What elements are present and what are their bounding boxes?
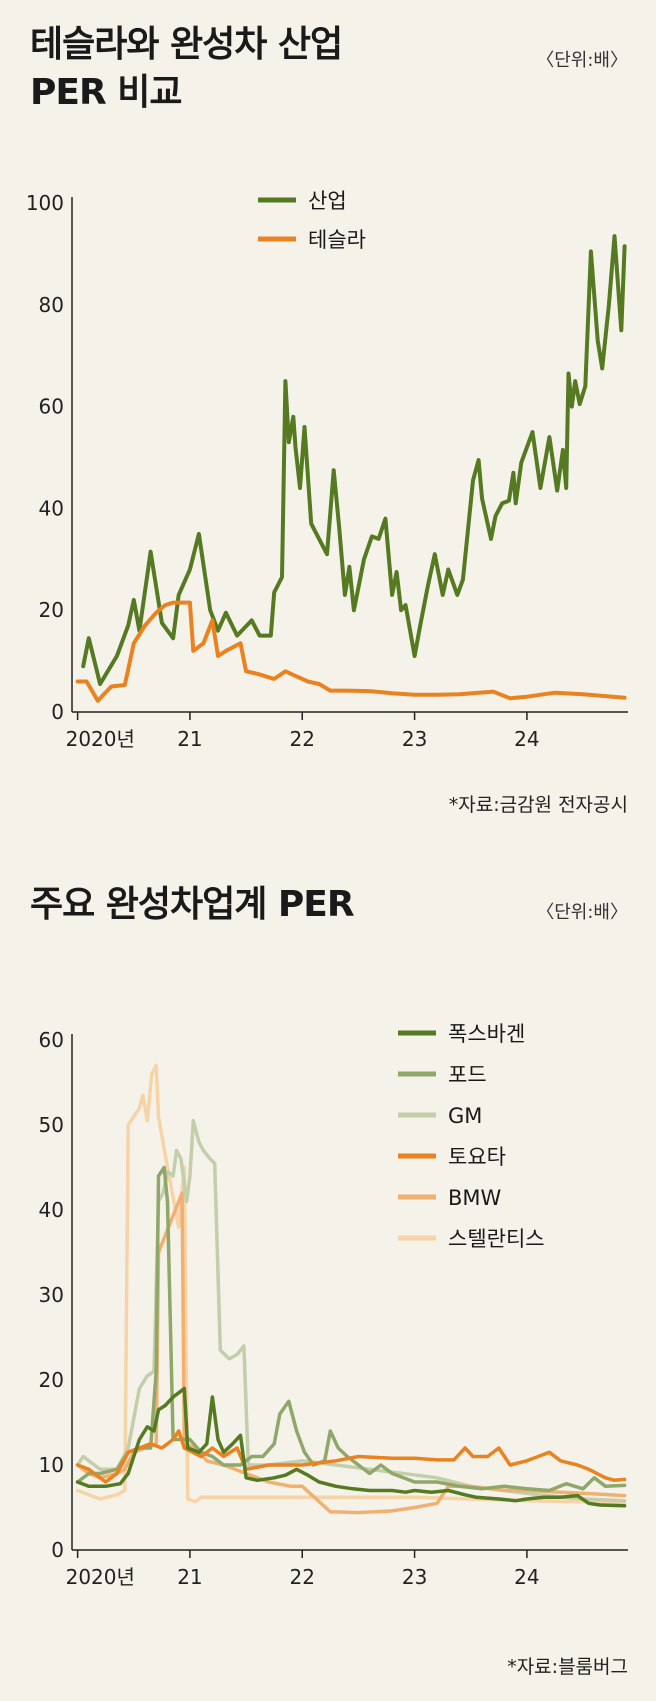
- y-tick-label: 40: [39, 496, 64, 520]
- x-tick-label: 23: [402, 727, 427, 751]
- chart2-title: 주요 완성차업계 PER: [30, 884, 355, 925]
- x-tick-label: 21: [177, 727, 202, 751]
- x-tick-label: 24: [514, 1565, 539, 1589]
- series-line-stellantis: [75, 1063, 627, 1506]
- series-line-ford: [75, 1165, 627, 1493]
- y-tick-label: 10: [39, 1453, 64, 1477]
- y-tick-label: 100: [26, 191, 64, 215]
- y-tick-label: 0: [51, 1538, 64, 1562]
- x-tick-label: 2020년: [66, 727, 135, 751]
- x-tick-label: 23: [402, 1565, 427, 1589]
- y-tick-label: 80: [39, 293, 64, 317]
- y-tick-label: 20: [39, 1368, 64, 1392]
- x-tick-label: 22: [290, 727, 315, 751]
- y-tick-label: 60: [39, 395, 64, 419]
- x-tick-label: 21: [177, 1565, 202, 1589]
- y-tick-label: 30: [39, 1283, 64, 1307]
- legend-label-tesla: 테슬라: [308, 228, 366, 252]
- legend-label-gm: GM: [448, 1104, 482, 1128]
- x-tick-label: 22: [290, 1565, 315, 1589]
- legend-label-bmw: BMW: [448, 1186, 502, 1210]
- chart1-source: *자료:금감원 전자공시: [448, 794, 628, 816]
- y-tick-label: 50: [39, 1113, 64, 1137]
- legend-label-industry: 산업: [308, 189, 347, 213]
- y-tick-label: 60: [39, 1028, 64, 1052]
- chart2-unit-label: 〈단위:배〉: [536, 902, 628, 923]
- series-line-gm: [75, 1119, 627, 1503]
- chart1-title-line2: PER 비교: [30, 72, 182, 113]
- legend-label-vw: 폭스바겐: [448, 1022, 525, 1046]
- chart1-unit-label: 〈단위:배〉: [536, 50, 628, 71]
- x-tick-label: 24: [514, 727, 539, 751]
- chart2-source: *자료:블룸버그: [507, 1656, 628, 1678]
- legend-label-stellantis: 스텔란티스: [448, 1227, 545, 1251]
- y-tick-label: 40: [39, 1198, 64, 1222]
- chart1-title-line1: 테슬라와 완성차 산업: [30, 24, 343, 65]
- series-line-tesla: [75, 600, 627, 703]
- series-line-industry: [81, 234, 627, 686]
- series-line-toyota: [75, 1429, 627, 1484]
- legend-label-toyota: 토요타: [448, 1145, 506, 1169]
- y-tick-label: 20: [39, 598, 64, 622]
- series-line-vw: [75, 1386, 627, 1508]
- legend-label-ford: 포드: [448, 1063, 487, 1087]
- x-tick-label: 2020년: [66, 1565, 135, 1589]
- y-tick-label: 0: [51, 700, 64, 724]
